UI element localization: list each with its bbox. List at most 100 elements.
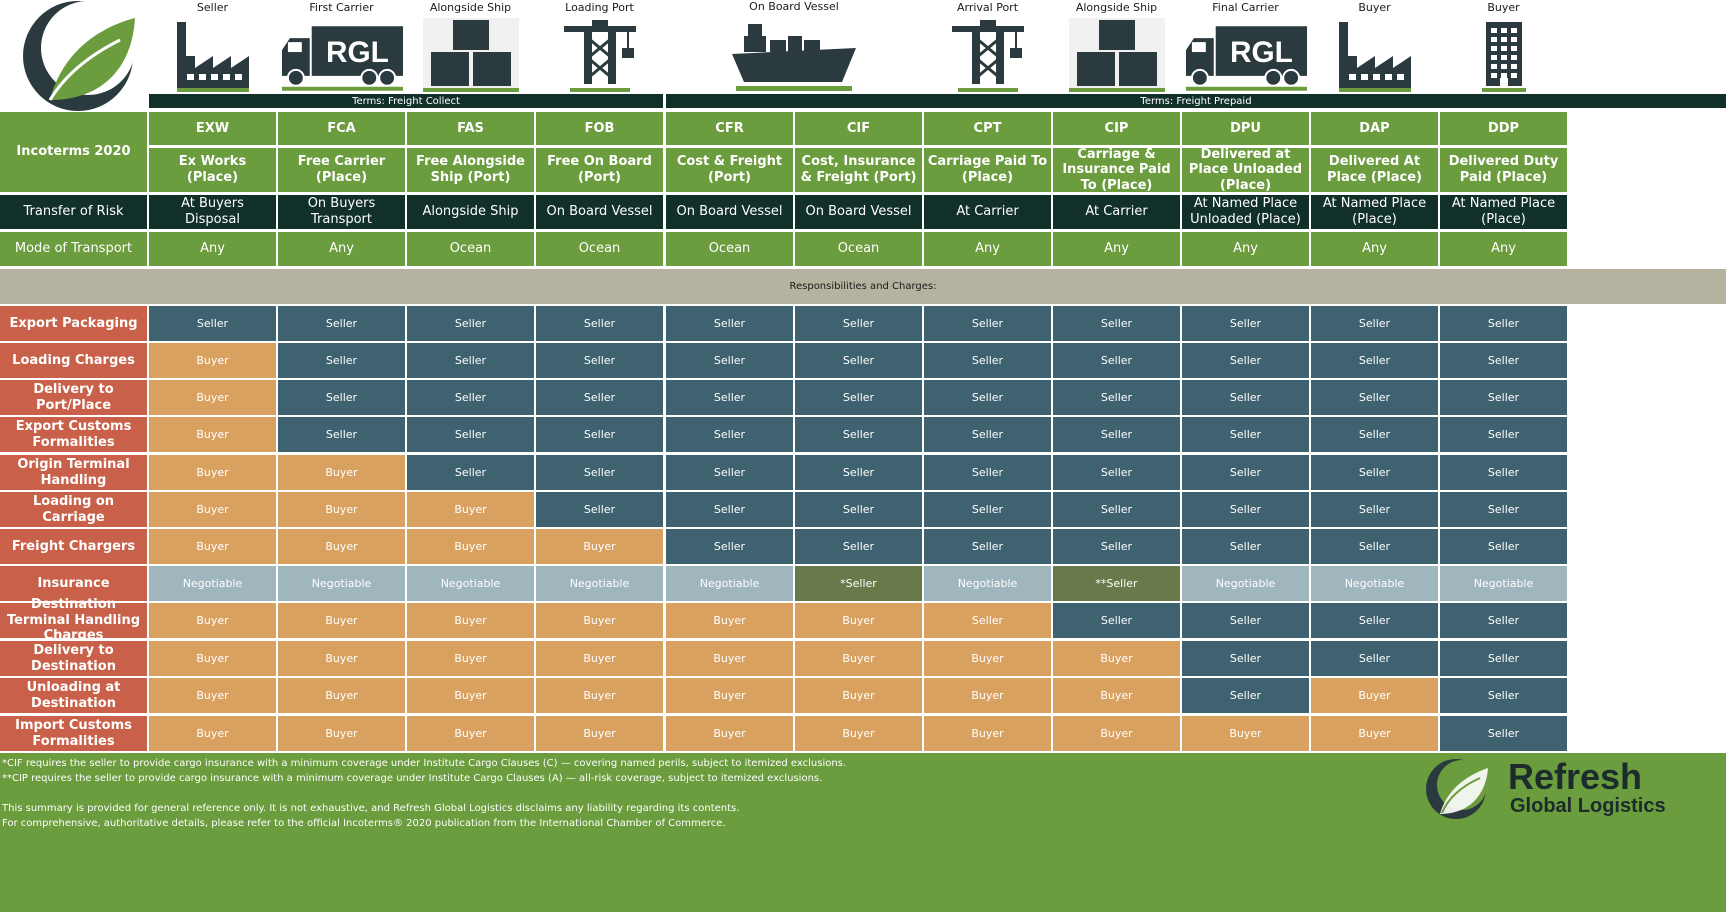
responsibility-cell: Seller [407,417,534,452]
mode-of-transport-fca: Any [278,232,405,266]
location-label-dpu: Final Carrier [1212,1,1279,14]
responsibility-cell: Seller [1311,603,1438,638]
responsibility-cell: Seller [1440,343,1567,378]
responsibility-cell: Seller [1182,603,1309,638]
incoterm-name-dpu: Delivered at Place Unloaded (Place) [1182,147,1309,193]
responsibility-label: Import Customs Formalities [0,716,147,751]
responsibility-label: Origin Terminal Handling [0,455,147,490]
mode-of-transport-cif: Ocean [795,232,922,266]
responsibility-cell: Seller [924,380,1051,415]
responsibility-cell: Seller [1440,716,1567,751]
responsibility-cell: Buyer [795,603,922,638]
responsibility-cell: Seller [1440,380,1567,415]
location-label-on-board-vessel: On Board Vessel [749,0,839,13]
responsibility-cell: Seller [278,306,405,341]
responsibility-cell: Buyer [149,678,276,713]
responsibility-cell: Seller [1311,492,1438,527]
crane-icon [536,16,663,92]
incoterms-title: Incoterms 2020 [0,112,147,192]
mode-of-transport-cip: Any [1053,232,1180,266]
responsibility-cell: Seller [795,417,922,452]
responsibility-cell: Seller [278,380,405,415]
responsibility-cell: Seller [278,343,405,378]
responsibility-cell: Seller [1053,380,1180,415]
responsibility-cell: Seller [1440,678,1567,713]
responsibility-cell: Buyer [407,641,534,676]
mode-of-transport-label: Mode of Transport [0,232,147,266]
truck-icon: RGL [278,16,405,92]
responsibility-cell: Buyer [278,641,405,676]
crane-icon [924,16,1051,92]
responsibility-cell: Seller [1311,306,1438,341]
incoterm-name-fob: Free On Board (Port) [536,148,663,192]
responsibility-cell: Buyer [795,678,922,713]
incoterm-name-cip: Carriage & Insurance Paid To (Place) [1053,147,1180,193]
incoterm-name-cif: Cost, Insurance & Freight (Port) [795,148,922,192]
responsibility-cell: Negotiable [149,566,276,601]
brand-subtitle: Global Logistics [1510,795,1666,817]
responsibility-cell: Seller [1440,641,1567,676]
responsibility-cell: Seller [536,417,663,452]
incoterm-code-dpu: DPU [1182,112,1309,145]
location-label-exw: Seller [196,1,229,14]
responsibility-cell: Buyer [278,678,405,713]
company-logo [10,0,145,112]
responsibility-cell: Buyer [149,380,276,415]
responsibility-cell: Seller [1053,417,1180,452]
responsibility-cell: Seller [407,306,534,341]
location-label-cpt: Arrival Port [956,1,1019,14]
responsibility-cell: Buyer [407,529,534,564]
location-label-fca: First Carrier [309,1,374,14]
mode-of-transport-cfr: Ocean [666,232,793,266]
responsibility-label: Freight Chargers [0,529,147,564]
responsibility-cell: Seller [407,380,534,415]
responsibility-label: Insurance [0,566,147,601]
responsibility-cell: Seller [1182,641,1309,676]
footer: *CIF requires the seller to provide carg… [0,753,1726,912]
responsibility-cell: Seller [924,343,1051,378]
responsibility-cell: Buyer [407,678,534,713]
responsibility-cell: Seller [1053,603,1180,638]
disclaimer-line2: For comprehensive, authoritative details… [2,818,726,829]
responsibility-cell: Seller [1053,306,1180,341]
responsibility-cell: Buyer [149,343,276,378]
responsibility-cell: Buyer [795,641,922,676]
responsibility-cell: Seller [1311,529,1438,564]
mode-of-transport-fob: Ocean [536,232,663,266]
responsibility-cell: Negotiable [1311,566,1438,601]
responsibility-label: Loading Charges [0,343,147,378]
responsibility-cell: Seller [1440,529,1567,564]
transfer-of-risk-label: Transfer of Risk [0,195,147,229]
responsibility-cell: Buyer [1053,716,1180,751]
incoterm-name-dap: Delivered At Place (Place) [1311,148,1438,192]
mode-of-transport-cpt: Any [924,232,1051,266]
responsibility-label: Unloading at Destination [0,678,147,713]
responsibility-label: Delivery to Destination [0,641,147,676]
responsibility-cell: Seller [1440,492,1567,527]
responsibility-cell: Buyer [666,641,793,676]
responsibility-cell: Buyer [149,455,276,490]
transfer-of-risk-fas: Alongside Ship [407,195,534,229]
terms-prepaid-bar: Terms: Freight Prepaid [666,94,1726,108]
responsibility-cell: Seller [666,306,793,341]
incoterm-name-fas: Free Alongside Ship (Port) [407,148,534,192]
responsibility-cell: Seller [924,492,1051,527]
section-title: Responsibilities and Charges: [0,269,1726,304]
incoterm-code-fas: FAS [407,112,534,145]
responsibility-cell: Seller [536,455,663,490]
responsibility-cell: Buyer [536,716,663,751]
responsibility-cell: Buyer [149,641,276,676]
responsibility-cell: Seller [1311,343,1438,378]
responsibility-cell: Buyer [924,641,1051,676]
incoterm-name-cfr: Cost & Freight (Port) [666,148,793,192]
factory-icon [1311,16,1438,92]
responsibility-cell: Seller [1053,492,1180,527]
responsibility-cell: Seller [1182,492,1309,527]
factory-icon [149,16,276,92]
transfer-of-risk-ddp: At Named Place (Place) [1440,195,1567,229]
responsibility-cell: Seller [1311,380,1438,415]
responsibility-cell: Seller [407,455,534,490]
responsibility-cell: Seller [1311,417,1438,452]
incoterm-code-cif: CIF [795,112,922,145]
responsibility-cell: Negotiable [278,566,405,601]
